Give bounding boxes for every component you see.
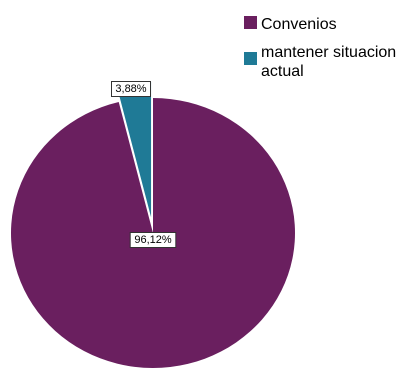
legend-swatch-mantener	[244, 52, 257, 65]
pie-slices	[11, 82, 296, 368]
legend-swatch-convenios	[244, 16, 257, 29]
data-label-box-mantener	[111, 81, 151, 97]
data-labels: 96,12% 3,88%	[111, 81, 177, 248]
data-label-convenios: 96,12%	[129, 232, 177, 248]
legend: Convenios mantener situacion actual	[244, 16, 396, 80]
data-label-mantener: 3,88%	[111, 81, 151, 97]
legend-label-convenios: Convenios	[261, 16, 337, 33]
data-label-text-convenios: 96,12%	[134, 234, 172, 246]
legend-label-mantener-line2: actual	[261, 63, 304, 80]
data-label-text-mantener: 3,88%	[115, 83, 146, 95]
legend-label-mantener-line1: mantener situacion	[261, 44, 396, 61]
pie-slice-mantener	[116, 82, 152, 218]
data-label-box-convenios	[129, 232, 177, 248]
